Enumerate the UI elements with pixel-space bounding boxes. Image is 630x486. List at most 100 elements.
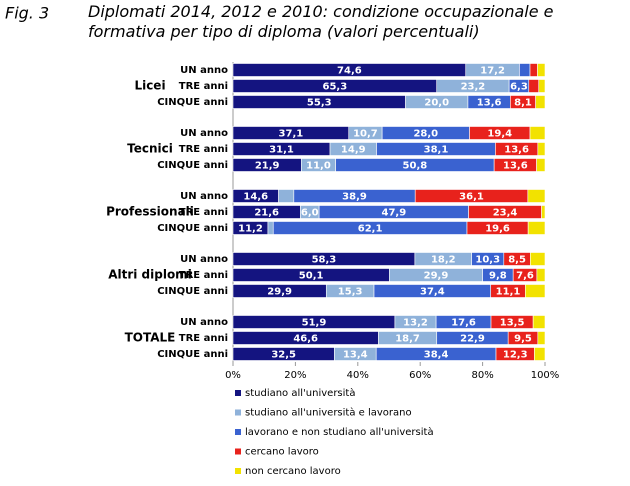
row-label: TRE anni [179, 144, 228, 155]
value-label: 38,4 [424, 350, 449, 361]
row-label: CINQUE anni [157, 286, 228, 297]
value-label: 11,1 [496, 287, 521, 298]
value-label: 32,5 [271, 350, 296, 361]
group-label: Professionali [106, 205, 194, 219]
legend-marker [235, 429, 241, 435]
value-label: 19,6 [485, 224, 510, 235]
legend-label: cercano lavoro [245, 447, 319, 458]
group-label: Altri diplomi [108, 268, 192, 282]
legend-label: non cercano lavoro [245, 466, 341, 477]
x-tick-label: 60% [409, 370, 431, 381]
bar-segment [537, 63, 546, 77]
x-tick-label: 0% [225, 370, 241, 381]
value-label: 15,3 [338, 287, 363, 298]
value-label: 10,3 [475, 255, 500, 266]
value-label: 17,2 [480, 66, 505, 77]
value-label: 14,9 [341, 145, 366, 156]
value-label: 58,3 [312, 255, 337, 266]
value-label: 46,6 [293, 334, 318, 345]
bar-segment [519, 63, 531, 77]
bar-segment [278, 189, 295, 203]
value-label: 14,6 [243, 192, 268, 203]
value-label: 50,8 [403, 161, 428, 172]
row-label: TRE anni [179, 207, 228, 218]
row-label: CINQUE anni [157, 223, 228, 234]
value-label: 37,4 [420, 287, 445, 298]
value-label: 47,9 [381, 208, 406, 219]
value-label: 65,3 [323, 82, 348, 93]
value-label: 13,2 [403, 318, 428, 329]
value-label: 21,9 [255, 161, 280, 172]
bar-segment [529, 126, 546, 140]
value-label: 22,9 [460, 334, 485, 345]
bar-segment [528, 79, 540, 93]
value-label: 28,0 [413, 129, 438, 140]
bar-segment [267, 221, 274, 235]
bar-segment [527, 221, 546, 235]
x-tick-label: 40% [347, 370, 369, 381]
row-label: TRE anni [179, 81, 228, 92]
value-label: 74,6 [337, 66, 362, 77]
value-label: 8,1 [514, 98, 532, 109]
group-label: Tecnici [127, 142, 173, 156]
legend-marker [235, 390, 241, 396]
row-label: UN anno [180, 128, 228, 139]
value-label: 6,3 [510, 82, 528, 93]
row-label: TRE anni [179, 270, 228, 281]
legend-label: studiano all'università e lavorano [245, 407, 412, 419]
value-label: 31,1 [269, 145, 294, 156]
chart-title: Diplomati 2014, 2012 e 2010: condizione … [88, 2, 554, 41]
value-label: 51,9 [302, 318, 327, 329]
bar-segment [534, 347, 546, 361]
value-label: 8,5 [508, 255, 526, 266]
row-label: UN anno [180, 65, 228, 76]
bar-segment [536, 268, 546, 282]
group-label: TOTALE [125, 331, 176, 345]
bar-segment [541, 205, 546, 219]
bar-segment [536, 158, 546, 172]
bar-segment [527, 189, 546, 203]
bar-segment [535, 95, 546, 109]
value-label: 13,6 [503, 161, 528, 172]
row-label: UN anno [180, 317, 228, 328]
value-label: 7,6 [516, 271, 534, 282]
bar-segment [529, 63, 538, 77]
value-label: 13,6 [504, 145, 529, 156]
value-label: 38,1 [424, 145, 449, 156]
bar-segment [537, 331, 546, 345]
row-label: CINQUE anni [157, 97, 228, 108]
value-label: 6,0 [301, 208, 319, 219]
legend-marker [235, 409, 241, 416]
row-label: CINQUE anni [157, 349, 228, 360]
row-label: CINQUE anni [157, 160, 228, 171]
x-tick-label: 80% [471, 370, 493, 381]
value-label: 38,9 [342, 192, 367, 203]
bar-segment [532, 315, 546, 329]
value-label: 13,5 [500, 318, 525, 329]
value-label: 55,3 [307, 98, 332, 109]
x-tick-label: 20% [284, 370, 306, 381]
value-label: 20,0 [424, 98, 449, 109]
fig-label: Fig. 3 [5, 4, 49, 23]
x-tick-label: 100% [531, 370, 560, 381]
value-label: 11,0 [306, 161, 331, 172]
value-label: 18,7 [395, 334, 420, 345]
value-label: 21,6 [254, 208, 279, 219]
value-label: 19,4 [487, 129, 512, 140]
row-label: UN anno [180, 254, 228, 265]
row-label: TRE anni [179, 333, 228, 344]
value-label: 9,5 [514, 334, 532, 345]
bar-segment [537, 142, 546, 156]
row-label: UN anno [180, 191, 228, 202]
value-label: 36,1 [459, 192, 484, 203]
value-label: 13,4 [343, 350, 368, 361]
value-label: 37,1 [279, 129, 304, 140]
value-label: 9,8 [489, 271, 507, 282]
value-label: 13,6 [477, 98, 502, 109]
value-label: 12,3 [503, 350, 528, 361]
bar-segment [525, 284, 546, 298]
legend-marker [235, 468, 241, 474]
bar-segment [530, 252, 546, 266]
value-label: 62,1 [358, 224, 383, 235]
